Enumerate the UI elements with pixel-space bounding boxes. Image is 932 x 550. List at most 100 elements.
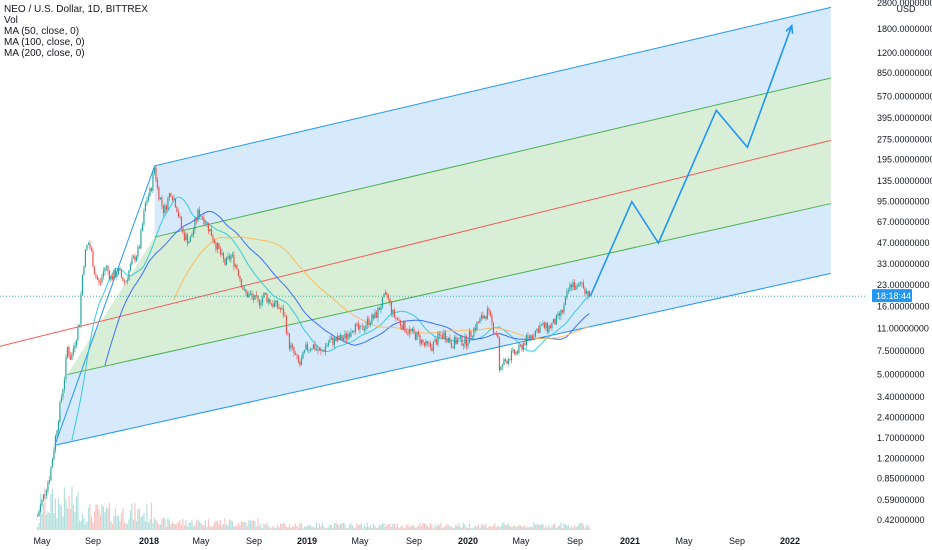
volume-bar xyxy=(408,527,411,530)
candle-body xyxy=(84,249,87,267)
volume-bar xyxy=(95,504,97,530)
candle-body xyxy=(371,314,373,324)
candle-body xyxy=(251,293,253,297)
volume-bar xyxy=(114,508,117,530)
volume-bar xyxy=(138,508,141,530)
candle-body xyxy=(41,499,43,506)
usd-label: USD xyxy=(896,4,916,14)
volume-bar xyxy=(159,524,162,530)
candle-body xyxy=(261,297,264,304)
candle-body xyxy=(372,314,375,319)
volume-bar xyxy=(201,525,204,530)
volume-bar xyxy=(176,523,178,530)
ma200-line xyxy=(173,236,590,340)
candle-body xyxy=(425,341,427,346)
candle-body xyxy=(239,275,241,280)
candle-body xyxy=(383,294,385,298)
candle-body xyxy=(249,293,252,295)
volume-bar xyxy=(428,527,430,530)
legend-symbol[interactable]: NEO / U.S. Dollar, 1D, BITTREX xyxy=(4,4,148,15)
time-axis[interactable]: May Sep 2018 May Sep 2019 May Sep 2020 May Sep 2021… xyxy=(33,536,800,546)
candle-body xyxy=(462,344,465,346)
volume-bar xyxy=(117,515,120,530)
volume-bar xyxy=(93,511,96,530)
candle-body xyxy=(228,256,231,260)
volume-bar xyxy=(261,527,264,530)
volume-bar xyxy=(446,523,448,530)
candle-body xyxy=(272,304,274,307)
volume-bar xyxy=(549,528,552,530)
candle-body xyxy=(432,341,435,351)
volume-bar xyxy=(216,520,219,530)
volume-bar xyxy=(524,524,526,530)
candle-body xyxy=(80,294,82,325)
volume-bar xyxy=(179,520,181,530)
legend-ma200[interactable]: MA (200, close, 0) xyxy=(4,48,85,59)
volume-bar xyxy=(371,527,373,530)
candle-body xyxy=(240,279,243,288)
volume-bar xyxy=(507,523,510,530)
volume-bar xyxy=(530,526,532,530)
volume-bar xyxy=(450,526,453,530)
candle-body xyxy=(174,198,177,208)
candle-body xyxy=(173,198,175,200)
volume-bar xyxy=(543,528,546,530)
candle-body xyxy=(443,332,445,339)
candle-body xyxy=(557,313,559,316)
volume-bar xyxy=(96,504,99,530)
volume-bar xyxy=(353,528,355,530)
legend-volume[interactable]: Vol xyxy=(4,15,18,26)
volume-bar xyxy=(260,523,262,530)
volume-bar xyxy=(149,519,151,530)
candle-body xyxy=(404,321,406,332)
candle-body xyxy=(471,336,474,338)
pitchfork-channel[interactable] xyxy=(0,6,831,446)
candle-body xyxy=(452,346,454,349)
candle-body xyxy=(387,295,390,299)
time-tick-label: Sep xyxy=(729,536,745,546)
legend-ma100[interactable]: MA (100, close, 0) xyxy=(4,37,85,48)
candle-body xyxy=(191,234,193,237)
volume-bar xyxy=(474,525,477,530)
price-tick-label: 195.00000000 xyxy=(877,154,932,164)
candle-body xyxy=(540,324,543,326)
candle-body xyxy=(543,322,546,328)
candle-body xyxy=(138,247,141,249)
volume-bar xyxy=(198,521,201,530)
time-tick-label: May xyxy=(512,536,530,546)
time-tick-label: May xyxy=(351,536,369,546)
volume-bar xyxy=(74,511,76,530)
legend-ma50[interactable]: MA (50, close, 0) xyxy=(4,26,80,37)
volume-bar xyxy=(50,494,52,530)
volume-bar xyxy=(515,526,517,530)
volume-bar xyxy=(465,527,468,530)
volume-bar xyxy=(585,525,588,530)
current-price-tag-bg xyxy=(872,289,912,303)
candle-body xyxy=(144,202,147,212)
volume-bar xyxy=(506,524,508,530)
volume-bar xyxy=(300,523,303,530)
volume-bar xyxy=(470,528,472,530)
volume-bar xyxy=(459,527,462,530)
candle-body xyxy=(402,321,405,330)
volume-bar xyxy=(147,522,150,530)
volume-bar xyxy=(390,526,393,530)
volume-bar xyxy=(429,522,432,530)
candle-body xyxy=(125,281,127,282)
candle-body xyxy=(116,274,118,277)
volume-bar xyxy=(65,498,67,530)
projection-path[interactable] xyxy=(589,24,794,297)
candle-body xyxy=(483,315,486,319)
volume-bar xyxy=(207,518,210,530)
candle-body xyxy=(506,360,508,364)
candle-body xyxy=(351,331,354,333)
candle-body xyxy=(243,289,246,291)
candle-body xyxy=(332,337,334,345)
candle-body xyxy=(437,333,439,345)
candle-body xyxy=(96,276,99,280)
price-axis[interactable]: 2800.00000000 1800.00000000 1200.00000000 8… xyxy=(877,0,932,525)
time-tick-label: May xyxy=(192,536,210,546)
volume-bar xyxy=(134,503,136,530)
